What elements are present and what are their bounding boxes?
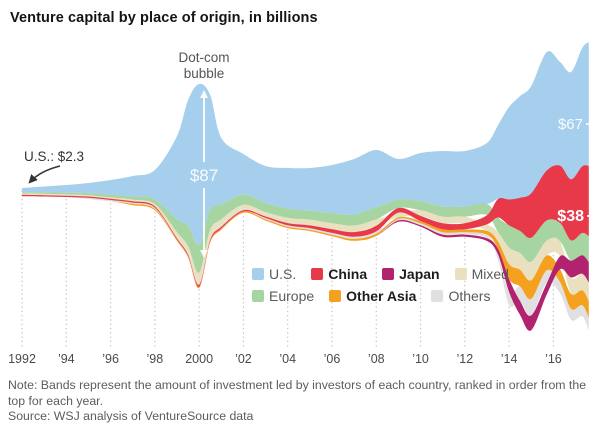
x-tick-label: ’14 (501, 352, 518, 366)
legend-label: Europe (269, 288, 315, 304)
us-end-label: $67 (558, 116, 583, 133)
footnote: Note: Bands represent the amount of inve… (8, 378, 587, 408)
legend-label: Mixed (471, 266, 509, 282)
x-tick-label: ’10 (412, 352, 429, 366)
x-tick-label: 1992 (8, 352, 36, 366)
china-end-label: $38 (557, 208, 584, 225)
band-europe (22, 192, 589, 273)
legend-label: Japan (399, 266, 440, 282)
legend-item-china: China (311, 266, 367, 282)
arrow-down-icon (200, 250, 208, 258)
legend-item-japan: Japan (382, 266, 440, 282)
chart-legend: U.S. China Japan Mixed Europe Other Asia Other… (252, 266, 509, 304)
x-tick-label: ’12 (456, 352, 473, 366)
dotcom-bubble-label-line1: Dot-com (178, 50, 229, 65)
legend-item-others: Others (431, 288, 490, 304)
legend-label: U.S. (269, 266, 297, 282)
band-us (22, 42, 589, 246)
legend-swatch-china (311, 268, 324, 280)
peak-value-label: $87 (190, 166, 218, 185)
x-tick-label: ’02 (235, 352, 252, 366)
x-tick-label: 2000 (185, 352, 213, 366)
legend-item-other_asia: Other Asia (329, 288, 416, 304)
legend-swatch-europe (252, 290, 264, 302)
us-start-label: U.S.: $2.3 (24, 149, 84, 164)
arrow-up-icon (200, 90, 208, 98)
legend-item-mixed: Mixed (454, 266, 509, 282)
x-tick-label: ’98 (147, 352, 164, 366)
legend-item-us: U.S. (252, 266, 296, 282)
x-tick-label: ’94 (58, 352, 75, 366)
legend-swatch-japan (382, 268, 395, 280)
legend-swatch-others (431, 290, 444, 302)
x-tick-label: ’96 (102, 352, 119, 366)
dotcom-bubble-label-line2: bubble (184, 66, 225, 81)
x-tick-label: ’06 (324, 352, 341, 366)
legend-swatch-mixed (454, 268, 467, 280)
legend-label: China (328, 266, 368, 282)
band-japan (22, 196, 589, 331)
x-tick-label: ’16 (545, 352, 562, 366)
source-line: Source: WSJ analysis of VentureSource da… (8, 409, 254, 423)
legend-item-europe: Europe (252, 288, 314, 304)
legend-swatch-other_asia (329, 290, 342, 302)
legend-label: Other Asia (346, 288, 417, 304)
x-tick-label: ’04 (279, 352, 296, 366)
legend-swatch-us (252, 268, 264, 280)
stream-bands (22, 42, 589, 331)
us-start-arrow (28, 165, 61, 184)
chart-title: Venture capital by place of origin, in b… (10, 10, 318, 26)
x-axis: 1992 ’94 ’96 ’98 2000 ’02 ’04 ’06 ’08 ’10 ’12 ’14 ’1… (8, 352, 562, 366)
band-china (22, 165, 589, 288)
x-tick-label: ’08 (368, 352, 385, 366)
legend-label: Others (448, 288, 491, 304)
band-mixed (22, 193, 589, 301)
